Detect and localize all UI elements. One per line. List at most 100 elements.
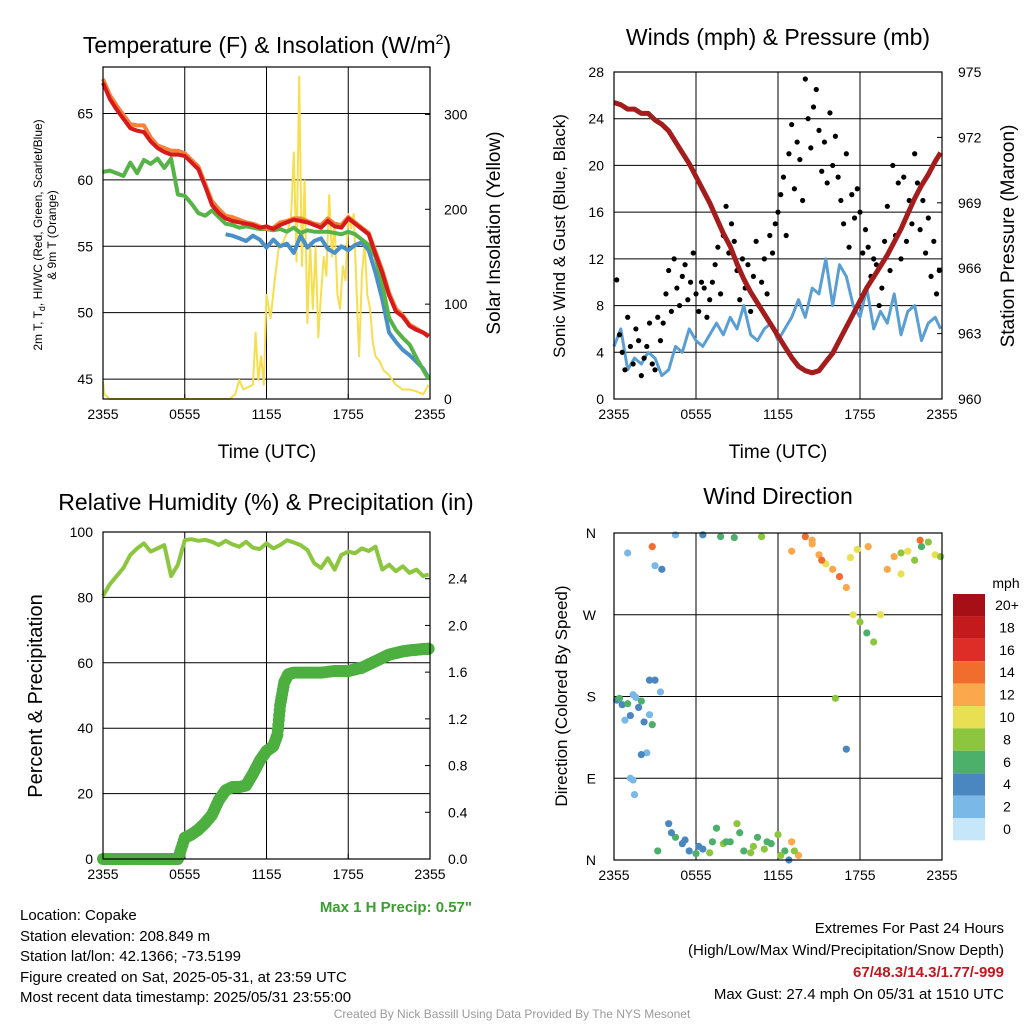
wind-gust-point <box>701 285 707 291</box>
wdir-ytick-label: N <box>586 852 596 868</box>
wind-gust-point <box>791 186 798 192</box>
wind-gust-point <box>671 256 677 262</box>
wind-gust-point <box>712 262 718 268</box>
temp-ylabel-line2: & 9m T (Orange) <box>45 190 59 280</box>
wind-y2tick-label: 960 <box>958 391 982 407</box>
wdir-point <box>740 847 748 855</box>
wdir-point <box>695 842 703 850</box>
wind-gust-point <box>761 256 767 262</box>
wind-gust-point <box>731 238 737 244</box>
wdir-point <box>846 553 855 562</box>
wind-gust-point <box>914 180 921 186</box>
wind-gust-point <box>728 221 735 227</box>
wdir-point <box>911 556 919 564</box>
rh-xtick-label: 1155 <box>251 866 281 882</box>
wind-gust-point <box>627 343 634 350</box>
wdir-point <box>931 551 939 559</box>
wind-gust-point <box>827 110 833 116</box>
wind-gust-point <box>633 326 639 332</box>
wind-gust-point <box>841 221 847 227</box>
wind-gust-point <box>876 302 882 309</box>
rh-ytick-label: 80 <box>77 589 93 605</box>
temp-y2tick-label: 200 <box>444 201 468 217</box>
wind-gust-point <box>775 209 781 215</box>
wdir-point <box>637 697 645 705</box>
wdir-point <box>699 531 707 539</box>
rh-ytick-label: 60 <box>77 655 93 671</box>
wind-gust-point <box>709 279 716 285</box>
wind-gust-point <box>622 367 628 373</box>
wind-gust-point <box>854 186 860 192</box>
wind-gust-point <box>849 192 855 198</box>
rh-y2tick-label: 0.4 <box>448 804 468 820</box>
wdir-point <box>904 547 912 555</box>
temp-xtick-label: 0555 <box>169 406 200 422</box>
temp-plot-border <box>102 66 431 400</box>
wdir-point <box>937 553 945 561</box>
wdir-point <box>763 838 771 846</box>
wdir-point <box>708 838 717 846</box>
wind-gust-point <box>780 174 787 180</box>
wind-gust-point <box>923 250 929 256</box>
wind-y2tick-label: 972 <box>958 129 982 145</box>
rh-xtick-label: 2355 <box>414 866 445 882</box>
wdir-ytick-label: W <box>583 607 597 623</box>
wdir-point <box>717 533 725 541</box>
wind-xlabel: Time (UTC) <box>729 442 828 463</box>
wind-gust-point <box>704 314 710 320</box>
legend-swatch <box>953 594 985 617</box>
temp-ytick-label: 55 <box>77 238 93 254</box>
wind-gust-point <box>718 291 724 297</box>
wind-gust-point <box>748 308 754 315</box>
wdir-point <box>685 847 693 855</box>
wind-gust-point <box>933 291 940 297</box>
wind-xtick-label: 2355 <box>598 406 629 422</box>
wind-gust-point <box>682 262 688 268</box>
legend-label: 10 <box>999 709 1015 725</box>
credit-text: Created By Nick Bassill Using Data Provi… <box>333 1007 691 1021</box>
wdir-point <box>618 701 626 709</box>
wdir-xtick-label: 1755 <box>844 867 875 883</box>
wdir-xtick-label: 2355 <box>926 867 957 883</box>
extremes-info: Extremes For Past 24 Hours (High/Low/Max… <box>688 918 1004 1006</box>
wdir-point <box>629 776 637 784</box>
legend-swatch <box>953 795 985 818</box>
wind-gust-point <box>816 127 822 133</box>
wind-gust-point <box>824 180 830 186</box>
legend-swatch <box>953 638 985 662</box>
wind-gust-point <box>674 285 680 291</box>
wind-gust-point <box>739 256 746 262</box>
legend-label: 8 <box>1003 731 1011 747</box>
wdir-point <box>730 533 738 542</box>
wind-gust-point <box>764 291 770 297</box>
temp-ytick-label: 50 <box>77 305 93 321</box>
rh-ytick-label: 20 <box>77 786 93 802</box>
wind-gust-point <box>895 180 901 186</box>
wind-gust-point <box>821 139 828 145</box>
wdir-point <box>831 694 840 702</box>
wind-ytick-label: 28 <box>588 64 604 80</box>
legend-label: 18 <box>999 619 1015 635</box>
wind-gust-point <box>903 238 910 244</box>
rh-xtick-label: 0555 <box>169 866 200 882</box>
wind-gust-point <box>808 145 814 151</box>
wind-gust-point <box>832 133 839 139</box>
wdir-point <box>692 850 700 858</box>
wdir-point <box>749 842 758 850</box>
wind-ytick-label: 16 <box>588 204 604 220</box>
wdir-point <box>818 556 826 564</box>
wind-gust-point <box>668 308 675 315</box>
wind-gust-point <box>871 256 877 262</box>
wind-gust-point <box>698 279 705 285</box>
rh-ytick-label: 0 <box>85 851 93 867</box>
wdir-point <box>917 543 926 551</box>
wind-gust-point <box>835 174 841 180</box>
precip-point <box>422 642 435 655</box>
wdir-ylabel: Direction (Colored By Speed) <box>552 585 571 806</box>
wdir-point <box>849 611 857 619</box>
legend-swatch <box>953 750 985 774</box>
wdir-point <box>651 562 659 570</box>
wdir-point <box>635 703 643 712</box>
extremes-subtitle: (High/Low/Max Wind/Precipitation/Snow De… <box>688 942 1004 959</box>
